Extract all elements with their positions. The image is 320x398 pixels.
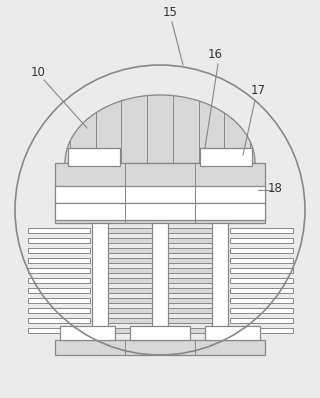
Bar — [168, 328, 212, 333]
Text: 17: 17 — [251, 84, 266, 96]
Bar — [168, 298, 212, 303]
Bar — [230, 268, 293, 273]
Bar — [230, 288, 293, 293]
Bar — [230, 308, 293, 313]
Bar — [28, 238, 90, 243]
Bar — [168, 238, 212, 243]
Bar — [230, 228, 293, 233]
Bar — [212, 223, 228, 333]
Bar — [28, 278, 90, 283]
Bar — [28, 288, 90, 293]
Bar — [108, 278, 152, 283]
Bar — [108, 328, 152, 333]
Bar — [152, 223, 168, 333]
Bar — [28, 248, 90, 253]
Bar — [108, 238, 152, 243]
Bar — [55, 163, 265, 223]
Bar — [168, 308, 212, 313]
Text: 10: 10 — [31, 66, 45, 78]
Bar — [108, 308, 152, 313]
Bar — [168, 278, 212, 283]
Bar — [200, 148, 252, 166]
Bar — [60, 326, 115, 340]
Bar — [230, 328, 293, 333]
Bar — [168, 318, 212, 323]
Bar — [168, 268, 212, 273]
Bar — [28, 268, 90, 273]
Bar — [168, 258, 212, 263]
Bar — [108, 298, 152, 303]
Bar — [205, 326, 260, 340]
Text: 15: 15 — [163, 6, 177, 18]
Bar — [55, 340, 265, 355]
Bar — [28, 228, 90, 233]
Bar — [230, 248, 293, 253]
Bar — [230, 298, 293, 303]
Bar — [28, 328, 90, 333]
Bar — [28, 258, 90, 263]
Bar — [168, 248, 212, 253]
Circle shape — [15, 65, 305, 355]
Bar — [28, 308, 90, 313]
Bar — [108, 288, 152, 293]
Text: 18: 18 — [268, 181, 283, 195]
Bar — [28, 318, 90, 323]
Bar — [130, 326, 190, 340]
Text: 16: 16 — [207, 49, 222, 62]
Bar — [168, 288, 212, 293]
Bar — [108, 318, 152, 323]
Polygon shape — [65, 95, 255, 163]
Bar — [230, 258, 293, 263]
Bar — [230, 278, 293, 283]
Bar — [55, 186, 265, 203]
Bar — [108, 268, 152, 273]
Bar — [108, 248, 152, 253]
Bar — [108, 258, 152, 263]
Bar — [28, 298, 90, 303]
Bar — [168, 228, 212, 233]
Bar — [55, 203, 265, 220]
Bar — [108, 228, 152, 233]
Bar — [230, 318, 293, 323]
Bar — [68, 148, 120, 166]
Bar — [92, 223, 108, 333]
Bar — [230, 238, 293, 243]
